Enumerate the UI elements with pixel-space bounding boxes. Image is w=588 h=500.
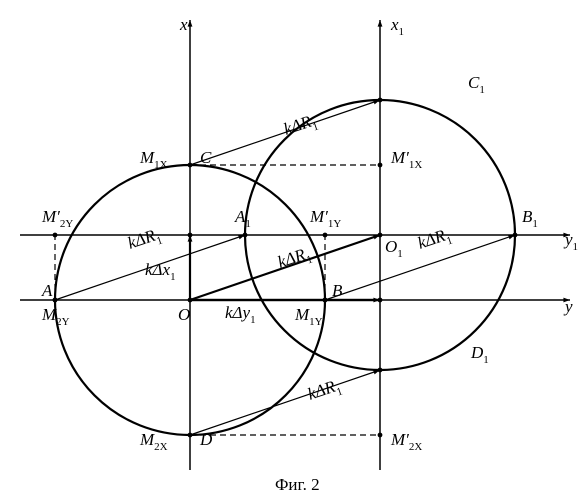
label-caption: Фиг. 2 [275,475,320,494]
label-y1_axis: y1 [563,230,578,253]
label-C: C [200,148,212,167]
label-y_axis: y [563,297,573,316]
label-M1Y: M1Y [294,305,323,328]
label-O: O [178,305,190,324]
label-kdR_AA1: kΔR1 [125,224,164,257]
label-kdR_OO1: kΔR1 [275,243,314,276]
label-C1: C1 [468,73,485,96]
label-D1: D1 [470,343,489,366]
label-M1Yp: M′1Y [309,207,341,230]
label-kdR_BB1: kΔR1 [415,224,454,257]
label-D: D [199,430,213,449]
label-x_axis: x [179,15,188,34]
label-kdx: kΔx1 [145,260,176,283]
label-B: B [332,281,343,300]
label-kdR_CC1: kΔR1 [281,110,320,143]
label-M1X: M1X [139,148,168,171]
label-kdR_DD1: kΔR1 [305,375,344,408]
label-M2Y: M2Y [41,305,70,328]
label-M1Xp: M′1X [390,148,422,171]
label-x1_axis: x1 [390,15,404,38]
label-A: A [41,281,53,300]
label-M2Yp: M′2Y [41,207,73,230]
label-B1: B1 [522,207,538,230]
label-kdy: kΔy1 [225,303,256,326]
label-O1: O1 [385,237,403,260]
label-M2Xp: M′2X [390,430,422,453]
